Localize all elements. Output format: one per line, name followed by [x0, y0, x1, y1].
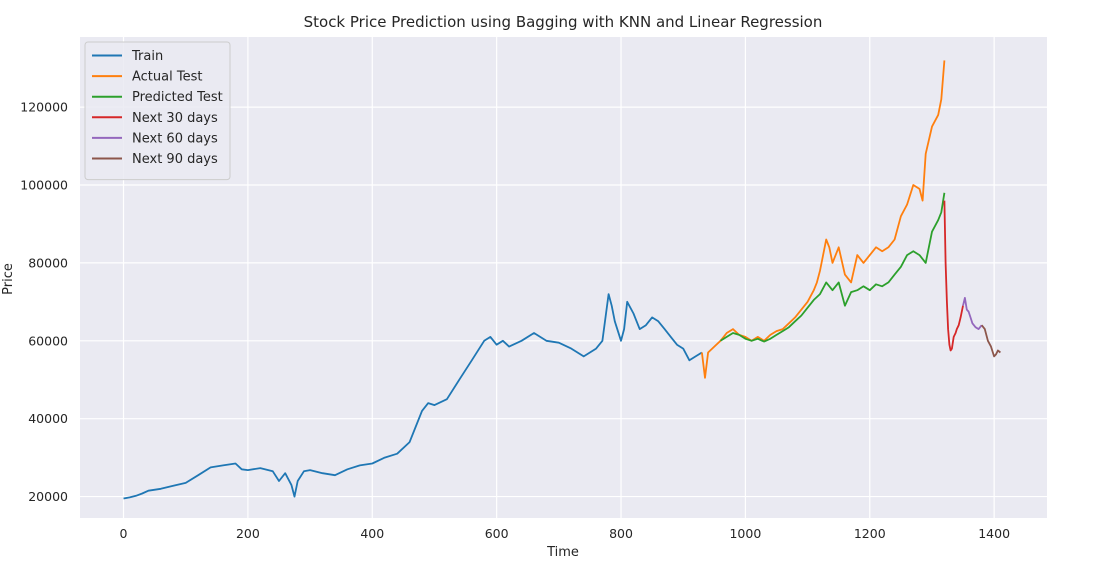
grid-lines [80, 37, 1047, 518]
plot-background [80, 37, 1047, 518]
series-line-next-90-days [980, 324, 1001, 358]
x-tick-label: 1200 [854, 526, 886, 541]
legend: Train Actual Test Predicted Test Next 30 da… [84, 41, 231, 181]
y-axis-label: Price [1, 263, 16, 295]
legend-label-next-90-days: Next 90 days [132, 152, 218, 167]
x-tick-label: 0 [120, 526, 128, 541]
x-tick-label: 200 [236, 526, 260, 541]
series-line-next-60-days [962, 296, 983, 331]
series-line-next-30-days [943, 200, 964, 352]
y-tick-label: 120000 [20, 100, 68, 115]
x-tick-label: 800 [609, 526, 633, 541]
x-tick-label: 1400 [978, 526, 1010, 541]
legend-label-train: Train [131, 49, 163, 64]
legend-label-next-60-days: Next 60 days [132, 131, 218, 146]
series-group [123, 60, 1001, 500]
y-tick-label: 60000 [28, 333, 68, 348]
x-axis-label: Time [546, 545, 579, 560]
y-tick-label: 100000 [20, 178, 68, 193]
y-tick-labels: 20000 40000 60000 80000 100000 120000 [20, 100, 68, 504]
x-tick-labels: 0 200 400 600 800 1000 1200 1400 [120, 526, 1011, 541]
y-tick-label: 80000 [28, 255, 68, 270]
series-line-train [123, 293, 703, 500]
legend-label-predicted-test: Predicted Test [132, 90, 223, 105]
legend-label-next-30-days: Next 30 days [132, 111, 218, 126]
y-tick-label: 40000 [28, 411, 68, 426]
series-line-predicted-test [720, 192, 946, 343]
legend-label-actual-test: Actual Test [132, 70, 202, 85]
chart-title: Stock Price Prediction using Bagging wit… [304, 13, 823, 31]
y-tick-label: 20000 [28, 489, 68, 504]
x-tick-label: 1000 [729, 526, 761, 541]
x-tick-label: 600 [485, 526, 509, 541]
x-tick-label: 400 [360, 526, 384, 541]
